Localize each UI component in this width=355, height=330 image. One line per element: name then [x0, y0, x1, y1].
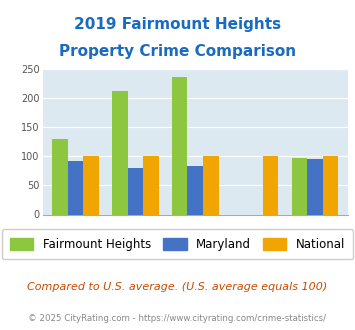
Bar — [52, 139, 68, 214]
Bar — [307, 159, 323, 214]
Bar — [263, 156, 278, 214]
Bar — [68, 161, 83, 214]
Text: Arson: Arson — [241, 230, 269, 240]
Legend: Fairmount Heights, Maryland, National: Fairmount Heights, Maryland, National — [1, 229, 354, 259]
Bar — [323, 156, 338, 214]
Bar — [291, 158, 307, 214]
Bar — [127, 168, 143, 214]
Text: © 2025 CityRating.com - https://www.cityrating.com/crime-statistics/: © 2025 CityRating.com - https://www.city… — [28, 314, 327, 323]
Bar — [187, 166, 203, 214]
Text: Compared to U.S. average. (U.S. average equals 100): Compared to U.S. average. (U.S. average … — [27, 282, 328, 292]
Text: All Property Crime: All Property Crime — [31, 244, 120, 254]
Text: Motor Vehicle Theft: Motor Vehicle Theft — [148, 244, 242, 254]
Bar — [143, 156, 159, 214]
Text: Larceny & Theft: Larceny & Theft — [276, 244, 354, 254]
Text: Property Crime Comparison: Property Crime Comparison — [59, 44, 296, 59]
Bar — [83, 156, 99, 214]
Text: 2019 Fairmount Heights: 2019 Fairmount Heights — [74, 16, 281, 31]
Bar — [112, 91, 127, 214]
Text: Burglary: Burglary — [115, 230, 156, 240]
Bar — [203, 156, 219, 214]
Bar — [172, 77, 187, 214]
